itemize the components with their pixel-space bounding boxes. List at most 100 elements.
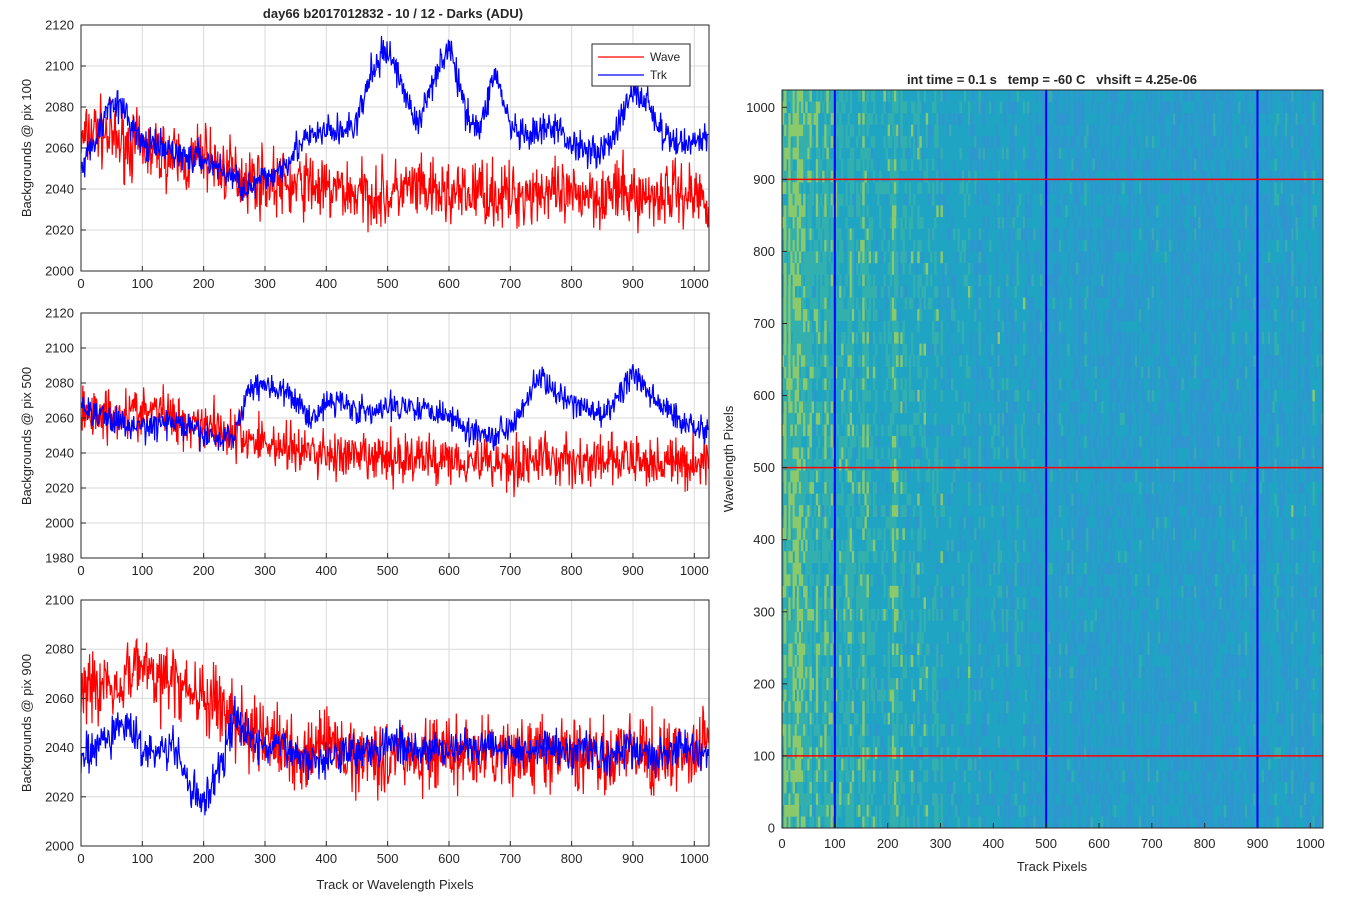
heatmap-cell xyxy=(1103,781,1106,794)
heatmap-cell xyxy=(822,447,825,460)
heatmap-cell xyxy=(866,332,869,344)
heatmap-cell xyxy=(1046,90,1049,102)
heatmap-cell xyxy=(1035,332,1038,344)
heatmap-cell xyxy=(851,816,855,828)
heatmap-cell xyxy=(1071,262,1074,275)
heatmap-cell xyxy=(788,505,791,517)
heatmap-cell xyxy=(1067,493,1070,506)
heatmap-cell xyxy=(866,505,869,517)
heatmap-cell xyxy=(841,251,844,264)
heatmap-cell xyxy=(834,666,838,679)
heatmap-cell xyxy=(1031,793,1034,806)
heatmap-cell xyxy=(801,666,804,679)
heatmap-cell xyxy=(1079,297,1083,310)
heatmap-cell xyxy=(1079,251,1083,264)
heatmap-cell xyxy=(881,447,884,460)
heatmap-cell xyxy=(798,401,802,414)
heatmap-cell xyxy=(830,781,834,794)
heatmap-cell xyxy=(1111,678,1115,690)
heatmap-cell xyxy=(866,620,869,633)
heatmap-cell xyxy=(809,493,812,506)
heatmap-cell xyxy=(1128,182,1131,195)
heatmap-cell xyxy=(1090,309,1093,321)
heatmap-cell xyxy=(972,239,975,252)
heatmap-cell xyxy=(1096,239,1100,252)
heatmap-cell xyxy=(794,620,798,633)
heatmap-cell xyxy=(790,239,793,252)
heatmap-cell xyxy=(847,332,850,344)
heatmap-cell xyxy=(879,309,882,321)
heatmap-cell xyxy=(1054,631,1058,644)
heatmap-cell xyxy=(1096,608,1100,621)
heatmap-cell xyxy=(824,274,827,287)
heatmap-cell xyxy=(1079,113,1083,125)
heatmap-cell xyxy=(944,585,948,598)
heatmap-cell xyxy=(788,309,791,321)
heatmap-cell xyxy=(900,228,903,241)
heatmap-cell xyxy=(786,459,789,471)
heatmap-cell xyxy=(813,804,817,817)
heatmap-cell xyxy=(989,286,992,298)
heatmap-cell xyxy=(1039,562,1043,575)
heatmap-cell xyxy=(948,124,952,137)
heatmap-cell xyxy=(894,643,897,656)
heatmap-cell xyxy=(1063,193,1066,206)
heatmap-cell xyxy=(940,793,943,806)
heatmap-cell xyxy=(925,136,929,148)
heatmap-cell xyxy=(997,332,1000,344)
heatmap-cell xyxy=(1052,274,1055,287)
heatmap-cell xyxy=(845,459,848,471)
heatmap-cell xyxy=(1037,631,1041,644)
heatmap-cell xyxy=(917,516,920,529)
heatmap-cell xyxy=(921,747,924,760)
heatmap-cell xyxy=(790,309,793,321)
heatmap-cell xyxy=(1098,239,1102,252)
heatmap-cell xyxy=(1113,701,1117,713)
heatmap-cell xyxy=(826,539,829,552)
heatmap-cell xyxy=(1088,124,1091,137)
heatmap-cell xyxy=(782,620,785,633)
heatmap-cell xyxy=(839,781,842,794)
heatmap-cell xyxy=(1037,793,1041,806)
heatmap-cell xyxy=(932,343,935,356)
heatmap-cell xyxy=(940,505,943,517)
heatmap-cell xyxy=(898,309,901,321)
heatmap-cell xyxy=(860,724,863,737)
heatmap-cell xyxy=(1050,562,1053,575)
heatmap-cell xyxy=(946,781,950,794)
heatmap-cell xyxy=(904,482,907,494)
heatmap-cell xyxy=(782,735,785,748)
heatmap-cell xyxy=(940,747,943,760)
heatmap-cell xyxy=(900,378,903,391)
heatmap-cell xyxy=(997,412,1000,425)
heatmap-cell xyxy=(910,216,914,229)
heatmap-cell xyxy=(1008,585,1011,598)
heatmap-cell xyxy=(982,470,986,483)
heatmap-cell xyxy=(803,804,806,817)
heatmap-cell xyxy=(1118,262,1121,275)
heatmap-cell xyxy=(1126,239,1129,252)
heatmap-cell xyxy=(805,101,808,114)
heatmap-cell xyxy=(915,459,918,471)
heatmap-cell xyxy=(948,712,952,725)
heatmap-cell xyxy=(1126,470,1129,483)
heatmap-cell xyxy=(894,170,897,183)
heatmap-cell xyxy=(824,574,827,587)
heatmap-cell xyxy=(1012,113,1015,125)
heatmap-cell xyxy=(984,147,988,160)
heatmap-cell xyxy=(1035,804,1038,817)
y-tick-label: 2000 xyxy=(45,516,74,531)
heatmap-cell xyxy=(796,159,800,172)
heatmap-cell xyxy=(1126,309,1129,321)
heatmap-cell xyxy=(1103,528,1106,541)
heatmap-cell xyxy=(847,528,850,541)
heatmap-cell xyxy=(1096,182,1100,195)
heatmap-cell xyxy=(784,620,787,633)
heatmap-cell xyxy=(860,597,863,610)
heatmap-cell xyxy=(1111,724,1115,737)
heatmap-cell xyxy=(1003,631,1007,644)
heatmap-cell xyxy=(864,551,867,564)
heatmap-cell xyxy=(925,724,929,737)
heatmap-cell xyxy=(1077,528,1081,541)
heatmap-cell xyxy=(847,712,850,725)
